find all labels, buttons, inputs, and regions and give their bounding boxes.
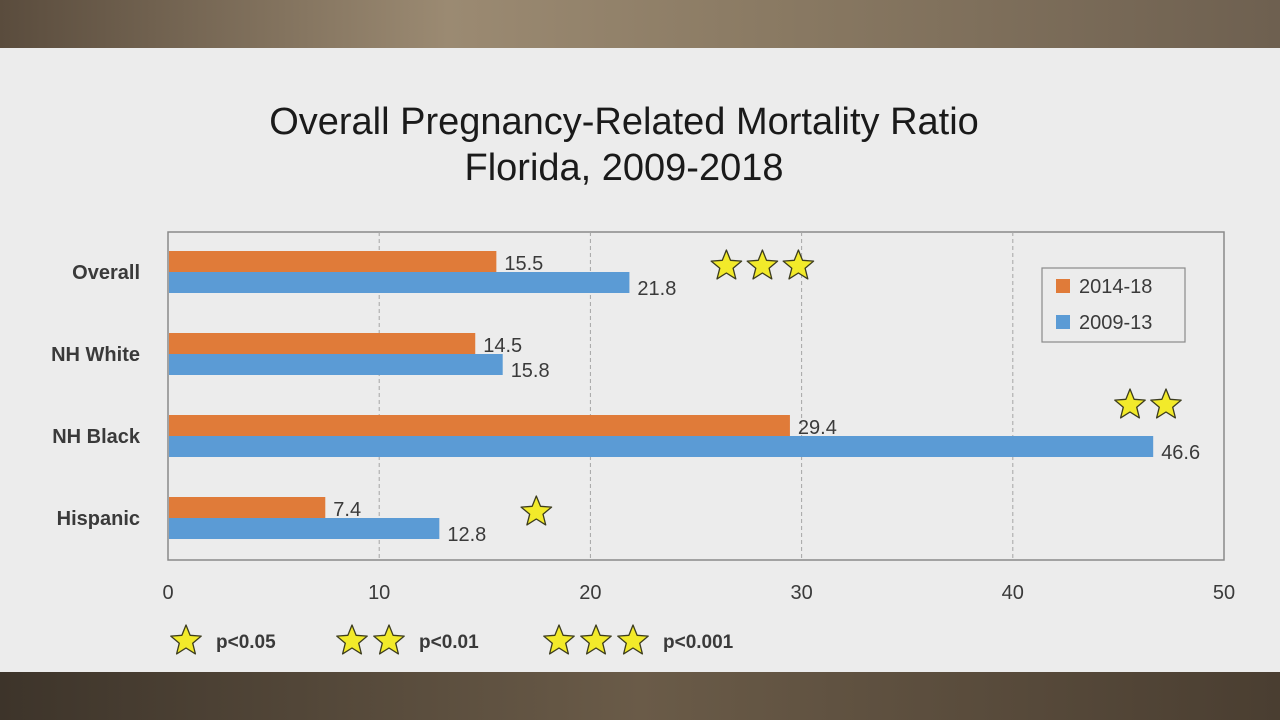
chart-title-line-1: Overall Pregnancy-Related Mortality Rati… <box>269 101 979 143</box>
data-label: 14.5 <box>483 335 522 357</box>
data-label: 15.8 <box>511 360 550 382</box>
data-label: 12.8 <box>447 524 486 546</box>
legend-label: 2009-13 <box>1079 312 1152 334</box>
bar <box>169 333 476 354</box>
bar <box>169 497 326 518</box>
gridlines <box>378 232 1014 560</box>
significance-label: p<0.05 <box>216 632 276 653</box>
category-label: NH Black <box>52 426 141 448</box>
chart-title-line-2: Florida, 2009-2018 <box>465 147 784 189</box>
category-label: Overall <box>72 262 140 284</box>
star-icon <box>1150 388 1182 419</box>
star-icon <box>170 624 202 655</box>
star-icon <box>710 249 743 280</box>
legend: 2014-18 2009-13 <box>1041 267 1186 343</box>
category-labels: Overall NH White NH Black Hispanic <box>51 262 141 530</box>
x-tick-label: 0 <box>162 582 173 604</box>
bar <box>169 251 497 272</box>
significance-stars <box>520 249 1182 526</box>
x-tick-label: 40 <box>1002 582 1024 604</box>
bar <box>169 354 503 375</box>
bars <box>169 251 1154 539</box>
x-axis-ticks: 0 10 20 30 40 50 <box>162 582 1235 604</box>
chart-title: Overall Pregnancy-Related Mortality Rati… <box>269 101 979 189</box>
significance-label: p<0.001 <box>663 632 734 653</box>
star-icon <box>373 624 405 655</box>
bar <box>169 436 1154 457</box>
category-label: Hispanic <box>57 508 140 530</box>
significance-label: p<0.01 <box>419 632 479 653</box>
star-icon <box>1114 388 1146 419</box>
x-tick-label: 20 <box>579 582 601 604</box>
legend-label: 2014-18 <box>1079 276 1152 298</box>
data-label: 15.5 <box>504 253 543 275</box>
data-label: 21.8 <box>637 278 676 300</box>
star-icon <box>543 624 575 655</box>
data-labels: 15.5 21.8 14.5 15.8 29.4 46.6 7.4 12.8 <box>333 253 1200 546</box>
data-label: 29.4 <box>798 417 837 439</box>
data-label: 46.6 <box>1161 442 1200 464</box>
x-tick-label: 10 <box>368 582 390 604</box>
legend-swatch <box>1056 315 1070 329</box>
significance-legend: p<0.05 p<0.01 p<0.001 <box>170 624 734 655</box>
bar <box>169 415 790 436</box>
x-tick-label: 30 <box>790 582 812 604</box>
star-icon <box>336 624 368 655</box>
slide: Overall Pregnancy-Related Mortality Rati… <box>0 48 1280 672</box>
category-label: NH White <box>51 344 140 366</box>
star-icon <box>580 624 612 655</box>
bar <box>169 272 630 293</box>
plot-area <box>167 231 1225 561</box>
star-icon <box>782 249 815 280</box>
x-tick-label: 50 <box>1213 582 1235 604</box>
background-bottom <box>0 672 1280 720</box>
star-icon <box>746 249 779 280</box>
background-top <box>0 0 1280 48</box>
bar <box>169 518 440 539</box>
star-icon <box>617 624 649 655</box>
legend-swatch <box>1056 279 1070 293</box>
star-icon <box>520 495 553 526</box>
chart: Overall Pregnancy-Related Mortality Rati… <box>51 101 1235 655</box>
data-label: 7.4 <box>333 499 361 521</box>
